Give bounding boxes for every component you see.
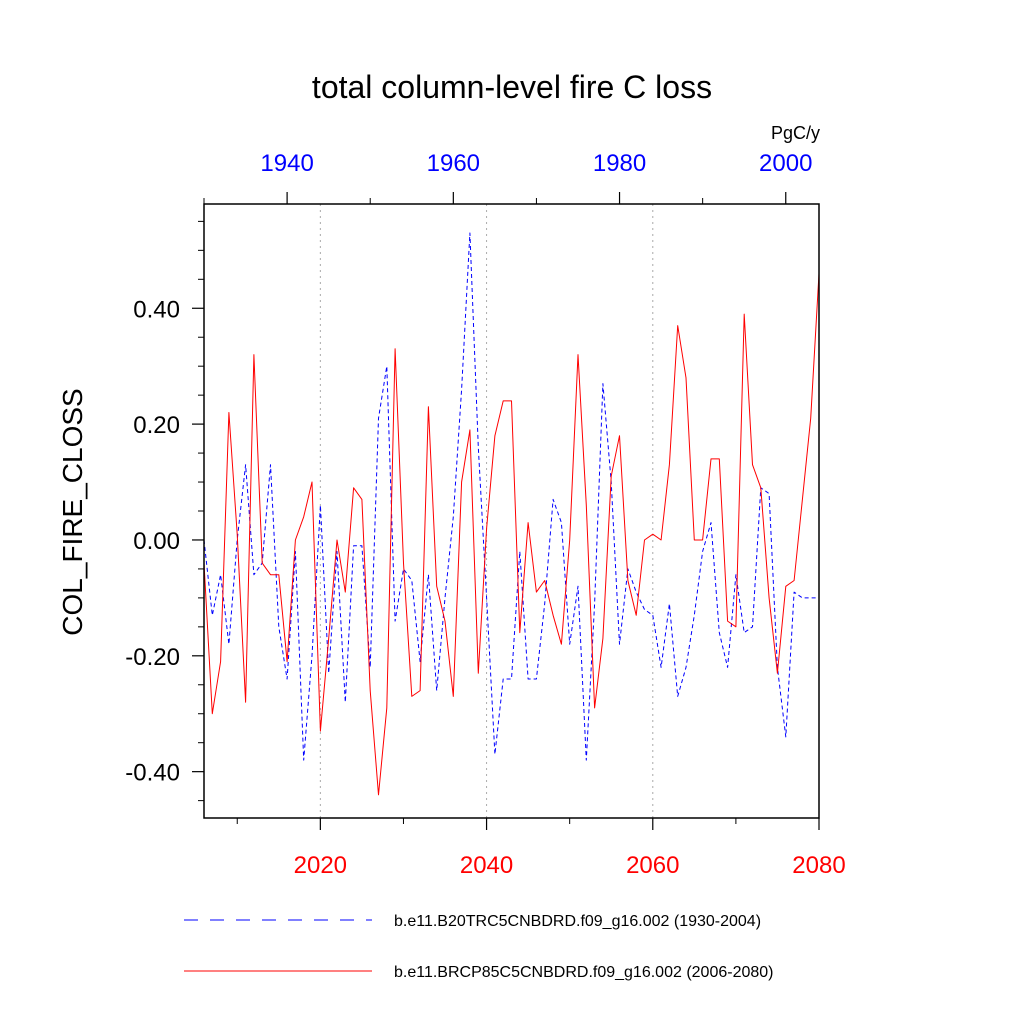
x-top-tick-label: 1940 bbox=[260, 150, 313, 177]
x-bottom-tick-label: 2040 bbox=[460, 852, 513, 879]
x-bottom-tick-label: 2020 bbox=[294, 852, 347, 879]
legend-label-historical: b.e11.B20TRC5CNBDRD.f09_g16.002 (1930-20… bbox=[394, 913, 761, 930]
x-bottom-tick-label: 2060 bbox=[626, 852, 679, 879]
x-top-tick-label: 2000 bbox=[759, 150, 812, 177]
x-top-tick-label: 1980 bbox=[593, 150, 646, 177]
plot-frame bbox=[203, 203, 820, 819]
series-line-historical bbox=[203, 232, 819, 761]
legend-label-rcp85: b.e11.BRCP85C5CNBDRD.f09_g16.002 (2006-2… bbox=[394, 964, 773, 981]
x-top-tick-label: 1960 bbox=[427, 150, 480, 177]
y-tick-label: -0.40 bbox=[125, 760, 180, 787]
chart-title: total column-level fire C loss bbox=[312, 69, 712, 105]
axis-layer: 0.40 0.20 0.00 -0.20 -0.40 2020 2040 2060 2080 19… bbox=[125, 150, 845, 879]
y-tick-label: 0.00 bbox=[133, 528, 180, 555]
series-layer bbox=[203, 232, 820, 796]
y-tick-label: -0.20 bbox=[125, 644, 180, 671]
y-axis-label: COL_FIRE_CLOSS bbox=[57, 388, 88, 635]
units-label: PgC/y bbox=[771, 123, 820, 143]
legend: b.e11.B20TRC5CNBDRD.f09_g16.002 (1930-20… bbox=[184, 913, 773, 981]
x-bottom-tick-label: 2080 bbox=[792, 852, 845, 879]
series-line-rcp85 bbox=[203, 273, 820, 796]
grid-layer bbox=[319, 204, 654, 818]
y-tick-label: 0.20 bbox=[133, 412, 180, 439]
y-tick-label: 0.40 bbox=[133, 296, 180, 323]
